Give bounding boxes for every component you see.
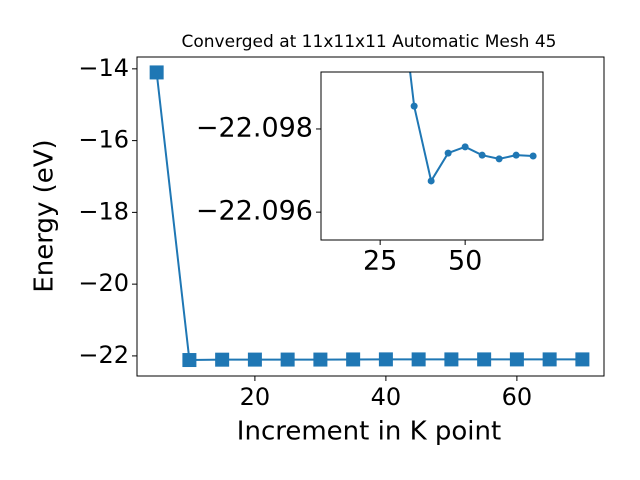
y-tick-label: −14 <box>78 54 129 82</box>
marker <box>410 102 418 110</box>
y-tick-label: −22 <box>78 341 129 369</box>
y-tick-label: −22.098 <box>196 112 313 143</box>
x-tick-label: 60 <box>502 383 533 411</box>
marker <box>461 143 469 151</box>
y-axis-label: Energy (eV) <box>30 139 60 292</box>
marker <box>215 352 230 367</box>
marker <box>529 152 537 160</box>
plot-series <box>409 72 537 185</box>
marker <box>495 155 503 163</box>
x-tick-label: 20 <box>240 383 271 411</box>
marker <box>478 151 486 159</box>
marker <box>427 177 435 185</box>
chart-title: Converged at 11x11x11 Automatic Mesh 45 <box>182 32 557 52</box>
marker <box>411 352 426 367</box>
axes-frame <box>136 56 605 377</box>
y-tick-label: −20 <box>78 269 129 297</box>
marker <box>477 352 492 367</box>
marker <box>378 352 393 367</box>
y-tick-label: −18 <box>78 197 129 225</box>
marker <box>575 352 590 367</box>
marker <box>247 352 262 367</box>
y-tick-label: −16 <box>78 126 129 154</box>
x-tick-label: 25 <box>363 246 397 277</box>
marker <box>182 353 197 368</box>
marker <box>512 151 520 159</box>
marker <box>444 352 459 367</box>
y-tick-label: −22.096 <box>196 196 313 227</box>
marker <box>542 352 557 367</box>
marker <box>313 352 328 367</box>
marker <box>280 352 295 367</box>
marker <box>444 149 452 157</box>
x-tick-label: 50 <box>448 246 482 277</box>
marker <box>509 352 524 367</box>
plot-area <box>321 72 543 240</box>
plot-series <box>149 65 590 368</box>
axes-frame <box>320 71 544 241</box>
x-axis-label: Increment in K point <box>237 417 501 447</box>
marker <box>346 352 361 367</box>
x-tick-label: 40 <box>371 383 402 411</box>
marker <box>149 65 164 80</box>
